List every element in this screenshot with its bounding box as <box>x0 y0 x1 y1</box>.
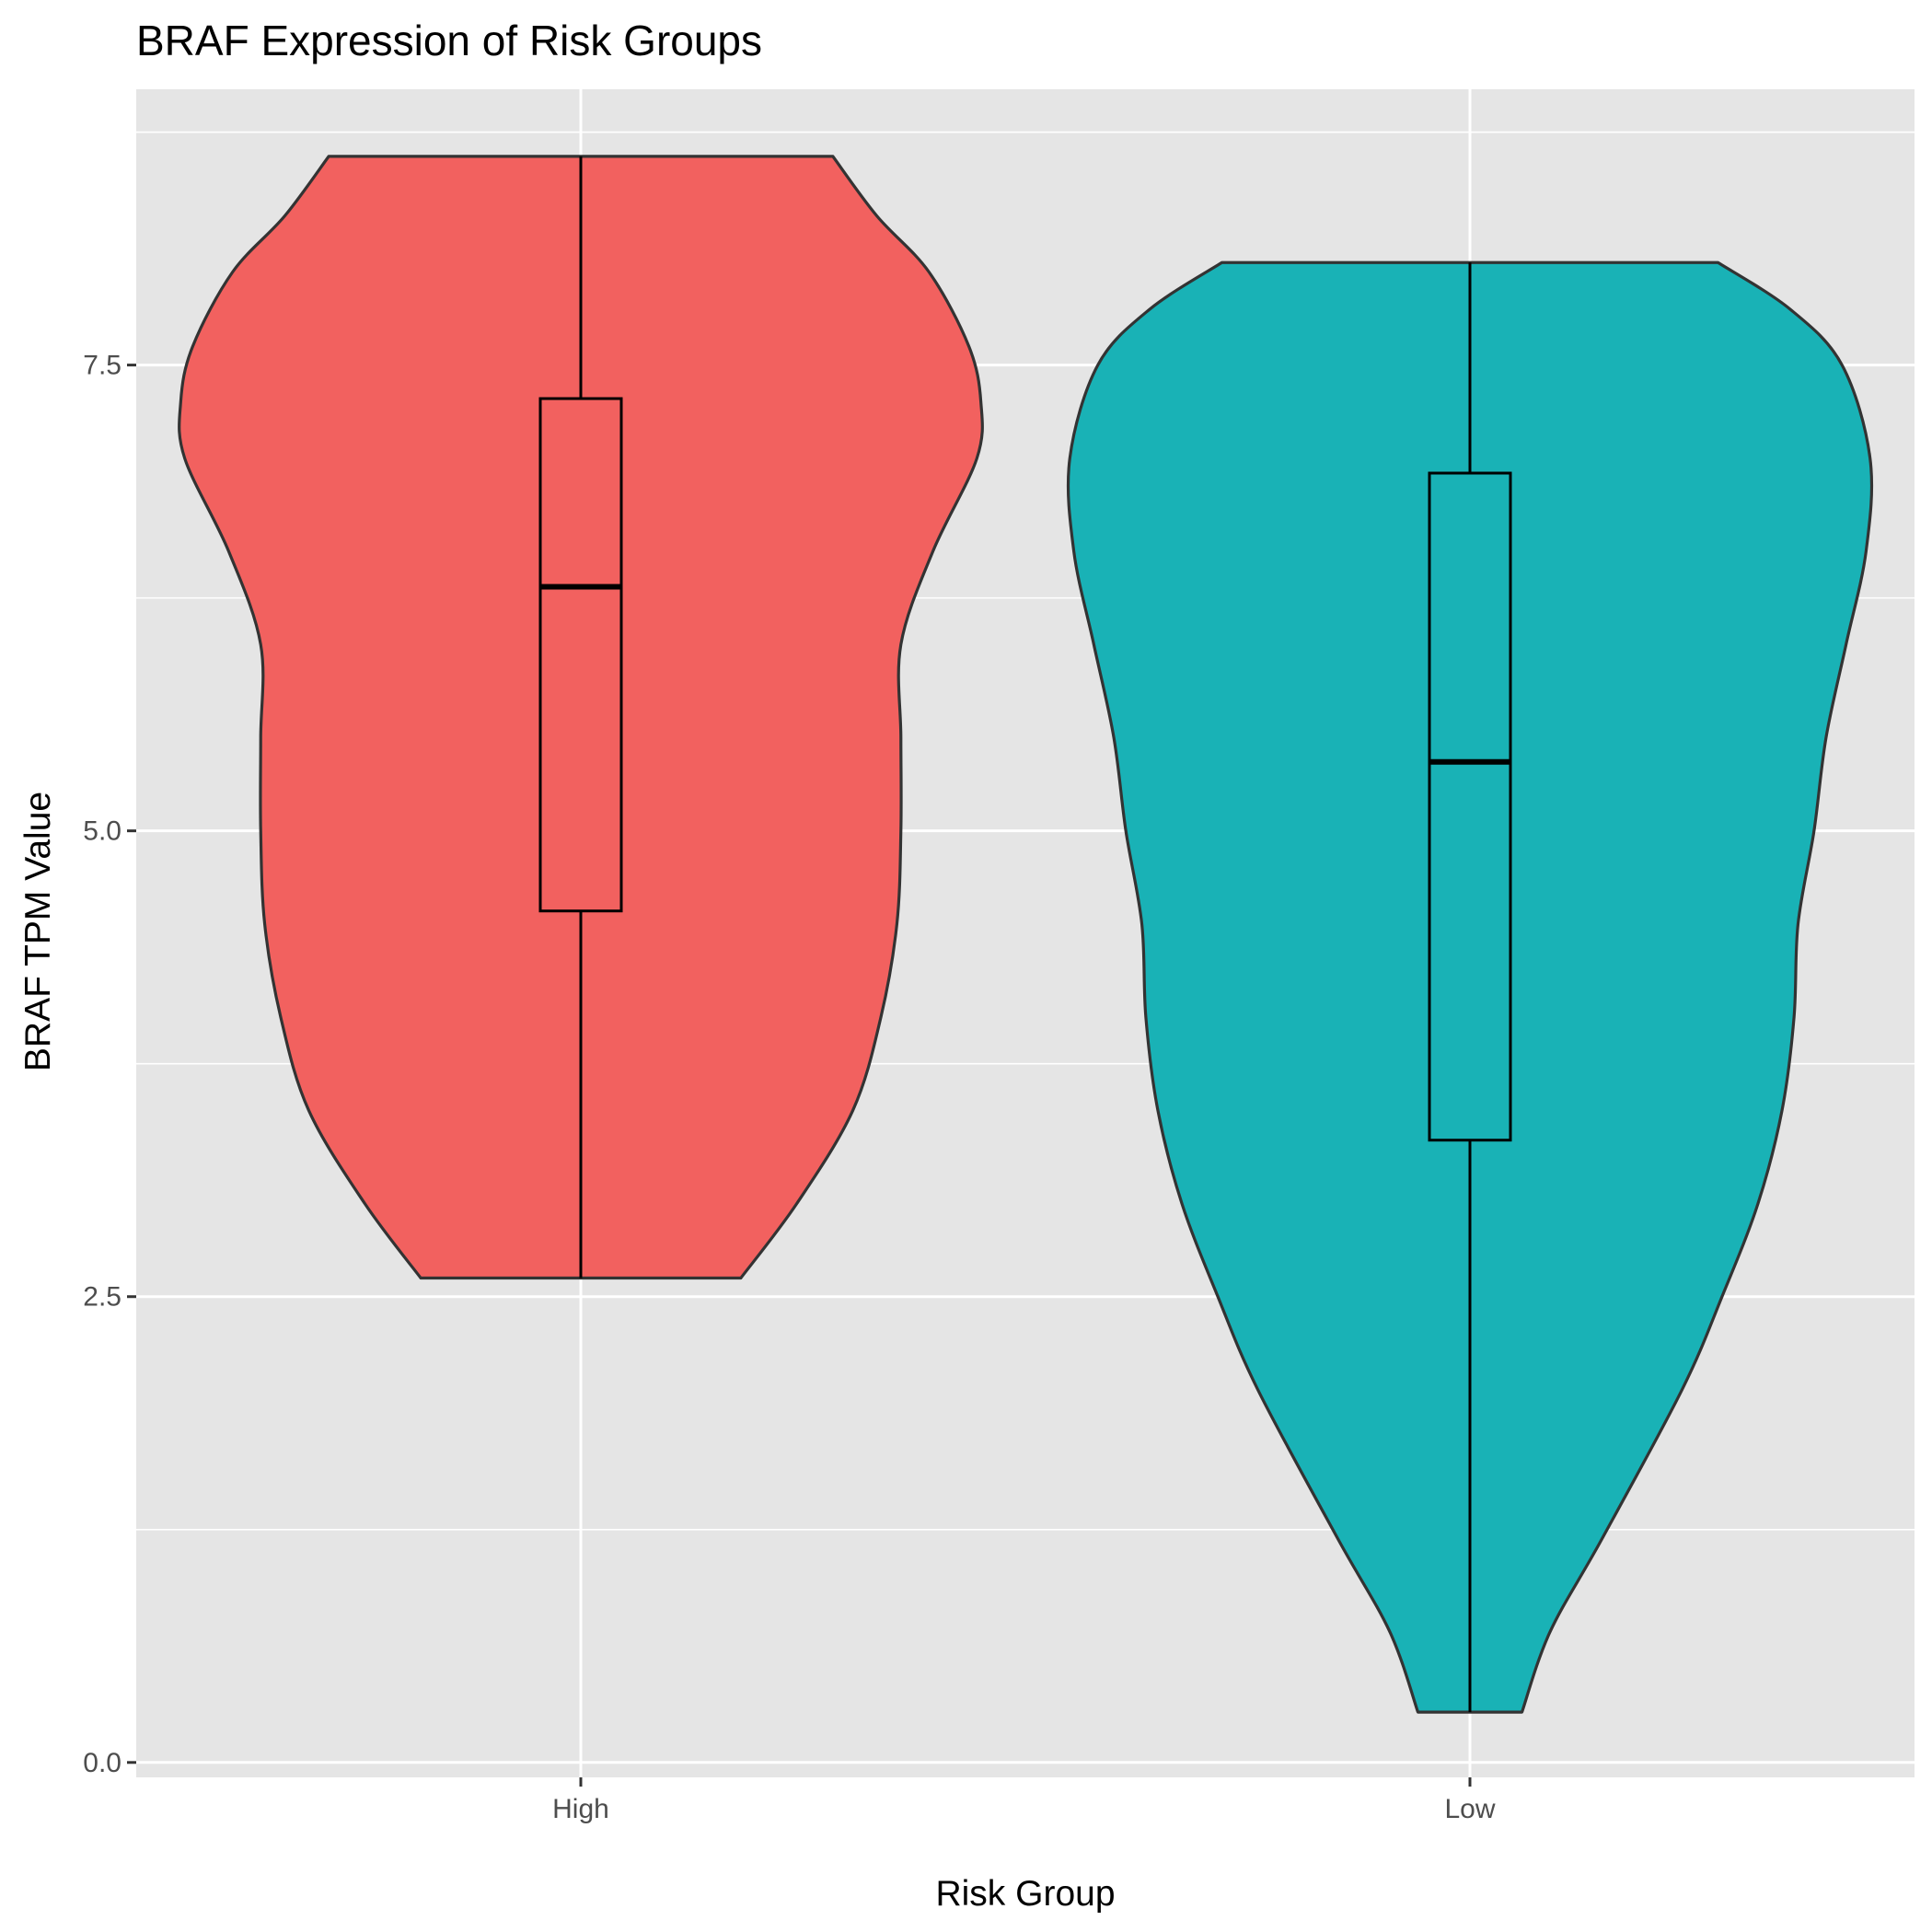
x-tick-label: High <box>552 1794 609 1824</box>
y-tick-label: 2.5 <box>83 1282 121 1313</box>
x-tick-label: Low <box>1444 1794 1495 1824</box>
box-low <box>1428 471 1512 1142</box>
y-axis-title: BRAF TPM Value <box>18 792 58 1071</box>
x-axis-title: Risk Group <box>935 1874 1115 1914</box>
boxplots <box>538 156 1512 1713</box>
y-tick-label: 5.0 <box>83 816 121 847</box>
violin-low <box>1066 260 1874 1714</box>
violins <box>178 155 1874 1714</box>
chart-title: BRAF Expression of Risk Groups <box>136 17 762 64</box>
y-tick-label: 0.0 <box>83 1748 121 1778</box>
axes: 0.0 2.5 5.0 7.5 High Low <box>83 351 1496 1824</box>
box-high <box>538 397 623 913</box>
violin-high <box>178 155 984 1280</box>
y-tick-label: 7.5 <box>83 351 121 381</box>
